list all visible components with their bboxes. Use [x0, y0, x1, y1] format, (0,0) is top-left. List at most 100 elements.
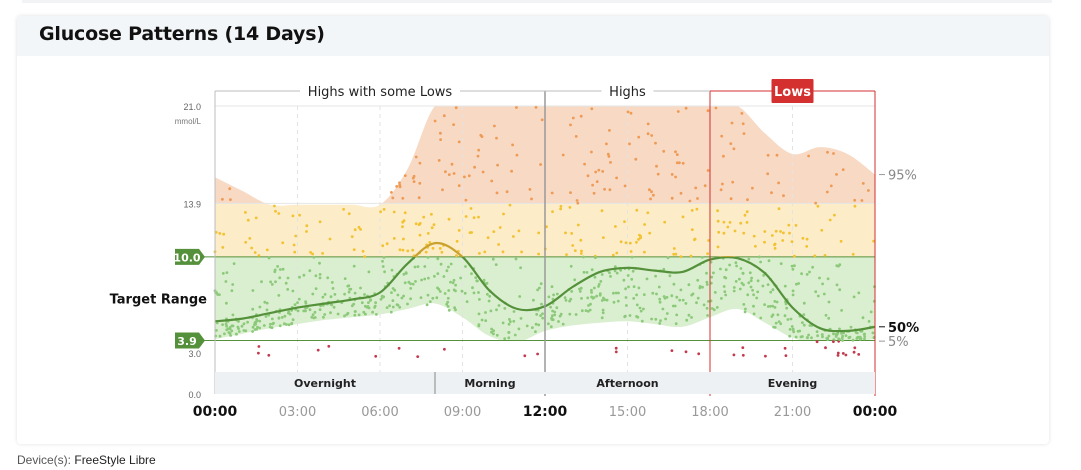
reading-point [454, 106, 458, 110]
reading-point [402, 272, 406, 276]
reading-point [841, 168, 845, 172]
reading-point [580, 309, 584, 313]
reading-point [746, 293, 750, 297]
reading-point [490, 179, 494, 183]
reading-point [496, 163, 499, 167]
reading-point [278, 276, 282, 280]
reading-point [777, 207, 781, 211]
reading-point [292, 243, 296, 247]
reading-point [675, 153, 679, 157]
reading-point [293, 303, 297, 306]
reading-point [827, 300, 831, 304]
reading-point [759, 316, 763, 320]
reading-point [774, 229, 778, 233]
reading-point [298, 275, 301, 279]
y-unit-label: mmol/L [175, 117, 202, 126]
reading-point [624, 287, 627, 291]
reading-point [793, 264, 796, 268]
reading-point [568, 299, 571, 303]
reading-point [257, 345, 261, 348]
reading-point [426, 293, 430, 297]
reading-point [455, 254, 458, 258]
reading-point [235, 332, 238, 336]
reading-point [447, 217, 451, 221]
reading-point [311, 313, 315, 316]
reading-point [872, 239, 875, 243]
reading-point [568, 206, 572, 209]
reading-point [525, 324, 529, 328]
reading-point [269, 280, 272, 284]
reading-point [379, 297, 383, 301]
reading-point [632, 285, 636, 288]
period-label-0: Overnight [294, 377, 356, 390]
reading-point [821, 282, 824, 286]
reading-point [353, 291, 357, 295]
reading-point [465, 300, 469, 303]
reading-point [361, 249, 365, 253]
reading-point [587, 304, 590, 307]
reading-point [570, 290, 574, 293]
reading-point [268, 325, 272, 329]
reading-point [501, 321, 505, 325]
reading-point [221, 272, 225, 275]
reading-point [464, 198, 468, 202]
reading-point [455, 239, 459, 243]
reading-point [538, 286, 541, 290]
reading-point [310, 315, 314, 319]
reading-point [635, 208, 639, 212]
reading-point [265, 248, 269, 252]
reading-point [788, 328, 792, 331]
reading-point [495, 191, 499, 195]
reading-point [583, 162, 586, 166]
reading-point [520, 250, 523, 254]
reading-point [719, 188, 723, 192]
reading-point [519, 317, 523, 320]
x-tick-label: 06:00 [361, 405, 398, 420]
reading-point [459, 276, 462, 280]
reading-point [484, 311, 487, 314]
reading-point [427, 276, 430, 280]
reading-point [487, 299, 491, 303]
reading-point [743, 310, 747, 314]
reading-point [773, 300, 777, 303]
reading-point [616, 299, 620, 303]
reading-point [629, 111, 633, 115]
reading-point [486, 236, 490, 240]
reading-point [687, 283, 691, 287]
reading-point [363, 304, 367, 308]
reading-point [732, 147, 736, 151]
reading-point [258, 326, 262, 330]
reading-point [776, 313, 780, 317]
x-tick-label: 12:00 [523, 404, 568, 420]
reading-point [648, 231, 652, 235]
reading-point [350, 235, 354, 239]
reading-point [674, 252, 678, 256]
reading-point [841, 339, 844, 342]
reading-point [694, 186, 698, 190]
reading-point [232, 262, 236, 265]
reading-point [824, 346, 827, 350]
reading-point [747, 257, 751, 261]
reading-point [867, 189, 870, 192]
reading-point [283, 322, 286, 326]
reading-point [251, 307, 255, 311]
reading-point [575, 199, 579, 202]
reading-point [594, 256, 597, 259]
reading-point [729, 142, 733, 145]
reading-point [763, 240, 766, 244]
reading-point [643, 250, 646, 254]
reading-point [779, 230, 782, 233]
reading-point [472, 216, 476, 220]
reading-point [568, 312, 572, 316]
reading-point [439, 131, 442, 135]
reading-point [225, 271, 229, 274]
reading-point [738, 277, 741, 281]
reading-point [597, 285, 600, 288]
reading-point [508, 203, 512, 207]
reading-point [867, 320, 871, 323]
reading-point [579, 286, 583, 290]
reading-point [230, 329, 234, 333]
reading-point [539, 282, 543, 286]
reading-point [364, 312, 367, 316]
reading-point [326, 276, 330, 280]
